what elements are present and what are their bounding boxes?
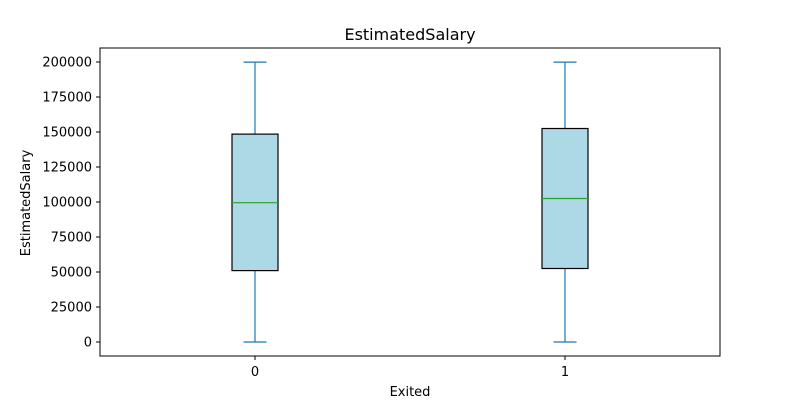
y-tick-label: 0 [84,336,92,351]
y-axis-label: EstimatedSalary [19,149,34,256]
x-tick-label: 1 [561,365,569,380]
y-tick-label: 25000 [51,301,92,316]
y-tick-label: 150000 [42,126,92,141]
y-tick-label: 50000 [51,266,92,281]
y-tick-label: 75000 [51,231,92,246]
y-tick-label: 100000 [42,196,92,211]
plot-area: 0 25000 50000 75000 100000 125000 150000 175000… [42,47,721,380]
chart-title: EstimatedSalary [344,25,475,44]
y-tick-label: 200000 [42,56,92,71]
y-tick-label: 125000 [42,161,92,176]
y-tick-label: 175000 [42,91,92,106]
plot-frame [99,47,721,357]
x-axis-label: Exited [390,385,431,400]
x-tick-label: 0 [251,365,259,380]
